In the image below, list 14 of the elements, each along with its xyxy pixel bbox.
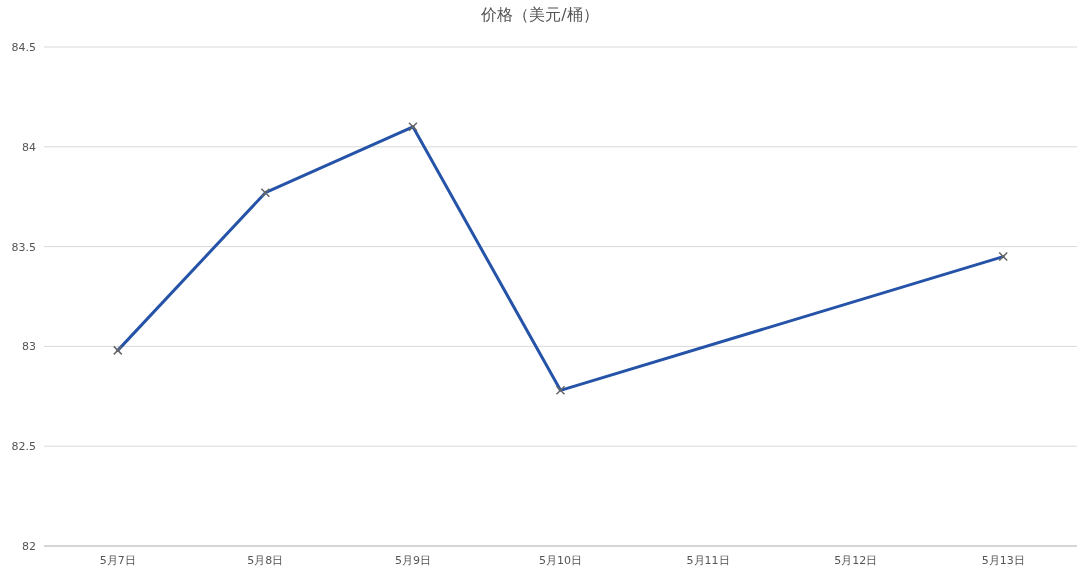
y-tick-label: 82 (22, 540, 36, 553)
y-tick-label: 84 (22, 140, 36, 154)
x-tick-label: 5月7日 (99, 554, 136, 567)
y-tick-label: 84.5 (11, 41, 36, 54)
x-tick-label: 5月13日 (981, 554, 1025, 567)
y-tick-label: 83 (22, 340, 36, 354)
x-tick-label: 5月8日 (247, 554, 284, 567)
x-tick-label: 5月12日 (834, 554, 878, 567)
x-tick-label: 5月10日 (539, 554, 582, 567)
y-tick-label: 83.5 (11, 240, 36, 254)
x-tick-label: 5月11日 (686, 554, 730, 567)
y-tick-label: 82.5 (11, 440, 36, 454)
x-tick-label: 5月9日 (394, 554, 431, 567)
chart-title: 价格（美元/桶） (480, 5, 599, 24)
